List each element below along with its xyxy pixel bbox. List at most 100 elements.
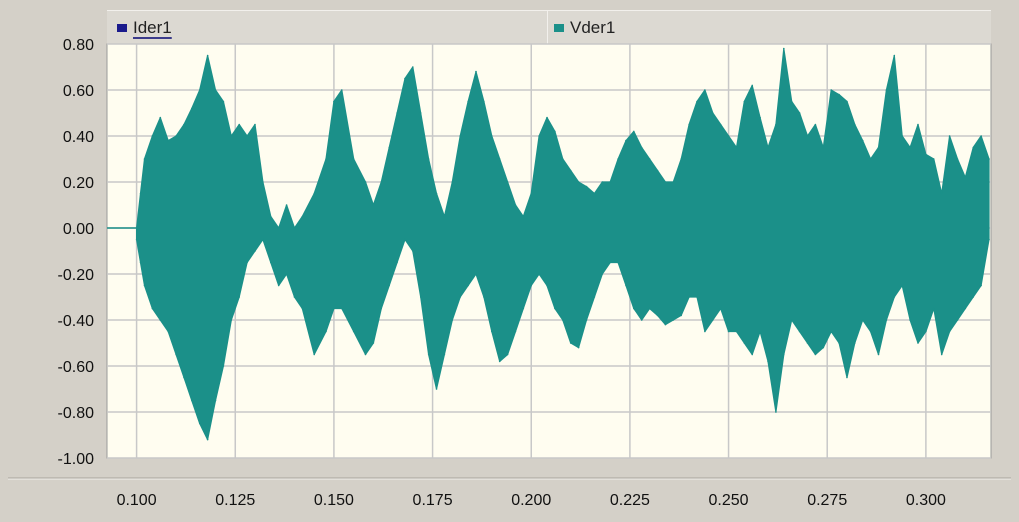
- series-point-min: [301, 307, 304, 310]
- series-point-max: [183, 123, 185, 126]
- series-point-max: [798, 112, 801, 114]
- series-point-max: [483, 100, 485, 103]
- series-point-max: [980, 135, 982, 137]
- series-point-max: [956, 158, 959, 160]
- series-point-min: [798, 330, 801, 333]
- series-point-min: [135, 238, 138, 241]
- series-point-min: [956, 319, 959, 321]
- series-point-max: [972, 146, 975, 149]
- series-point-min: [230, 319, 233, 321]
- series-point-max: [680, 158, 683, 160]
- series-point-max: [964, 176, 967, 179]
- series-point-min: [972, 296, 975, 298]
- series-point-max: [206, 54, 209, 57]
- series-point-max: [388, 146, 390, 149]
- series-point-min: [139, 261, 142, 264]
- series-point-min: [909, 319, 911, 321]
- series-point-max: [877, 146, 880, 149]
- series-point-min: [412, 250, 414, 252]
- legend-entry-vder1[interactable]: Vder1: [547, 11, 992, 45]
- series-point-min: [451, 319, 454, 321]
- series-point-min: [380, 307, 383, 310]
- series-point-max: [230, 135, 233, 137]
- series-point-min: [846, 376, 848, 379]
- y-tick-label: 0.20: [63, 175, 94, 192]
- series-point-min: [530, 284, 533, 287]
- series-point-min: [522, 307, 525, 310]
- series-point-max: [506, 181, 509, 183]
- series-point-max: [751, 84, 754, 87]
- series-point-max: [143, 158, 146, 160]
- series-point-min: [246, 261, 248, 264]
- y-axis-tick-labels: 0.80 0.60 0.40 0.20 0.00 -0.20 -0.40 -0.60 -0.80…: [58, 37, 95, 468]
- series-point-max: [285, 204, 288, 206]
- series-point-max: [672, 181, 675, 183]
- series-point-max: [364, 181, 367, 183]
- series-point-min: [688, 296, 690, 298]
- series-point-max: [341, 89, 343, 91]
- series-point-max: [727, 135, 730, 137]
- series-point-min: [940, 353, 943, 356]
- series-point-max: [380, 181, 383, 183]
- series-point-max: [514, 204, 517, 206]
- series-point-max: [277, 227, 280, 229]
- y-tick-label: -1.00: [58, 451, 95, 468]
- series-point-min: [656, 314, 659, 317]
- legend-label-vder1: Vder1: [570, 18, 616, 37]
- series-point-max: [854, 123, 856, 126]
- series-point-max: [625, 139, 627, 142]
- series-point-min: [783, 353, 785, 356]
- series-point-min: [948, 330, 951, 333]
- series-point-min: [372, 342, 375, 344]
- series-point-max: [522, 215, 525, 218]
- series-point-max: [688, 123, 690, 126]
- series-point-max: [822, 146, 825, 149]
- series-point-min: [514, 330, 517, 333]
- series-point-min: [198, 422, 201, 425]
- series-point-max: [830, 89, 832, 91]
- series-point-min: [696, 296, 698, 298]
- y-tick-label: -0.20: [58, 267, 95, 284]
- series-point-max: [617, 158, 619, 160]
- series-point-max: [948, 135, 951, 137]
- series-point-max: [262, 181, 264, 183]
- series-point-min: [388, 284, 390, 287]
- series-point-max: [198, 89, 201, 91]
- series-point-min: [475, 273, 477, 275]
- series-point-min: [341, 307, 343, 310]
- series-point-min: [167, 330, 169, 333]
- series-point-min: [964, 307, 967, 310]
- y-tick-label: 0.60: [63, 83, 94, 100]
- series-point-min: [175, 353, 177, 356]
- series-point-max: [419, 112, 422, 114]
- series-point-max: [490, 135, 493, 137]
- series-point-min: [664, 323, 667, 326]
- legend-label-ider1: Ider1: [133, 18, 172, 37]
- series-point-max: [293, 227, 296, 229]
- series-point-max: [601, 181, 604, 183]
- series-point-max: [352, 158, 355, 160]
- series-point-min: [538, 273, 540, 275]
- series-point-min: [585, 319, 588, 321]
- series-point-max: [885, 89, 888, 91]
- series-point-max: [538, 135, 540, 137]
- series-point-min: [214, 399, 217, 402]
- y-tick-label: -0.80: [58, 405, 95, 422]
- series-layer: [107, 47, 990, 441]
- series-point-max: [917, 123, 919, 126]
- series-point-max: [530, 192, 533, 195]
- series-point-max: [704, 89, 706, 91]
- series-point-max: [139, 192, 142, 195]
- series-point-min: [262, 238, 264, 241]
- series-point-min: [506, 353, 509, 356]
- series-point-max: [435, 192, 438, 195]
- series-point-min: [790, 319, 793, 321]
- series-point-min: [625, 284, 627, 287]
- series-point-min: [285, 273, 288, 275]
- series-point-min: [680, 314, 683, 317]
- legend-swatch-ider1: [117, 24, 127, 32]
- series-point-max: [467, 100, 469, 103]
- series-point-max: [838, 93, 840, 96]
- series-point-max: [313, 192, 315, 195]
- series-point-min: [206, 438, 209, 441]
